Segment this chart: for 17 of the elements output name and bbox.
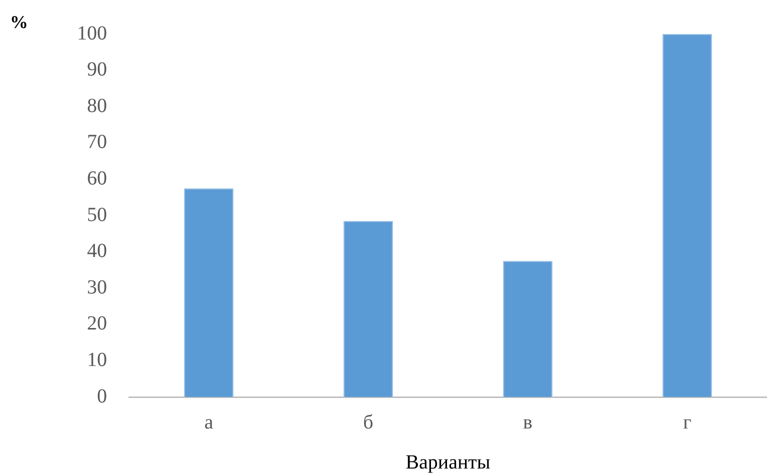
x-tick-label: б: [363, 411, 374, 434]
y-tick-label: 90: [87, 58, 107, 81]
x-tick-label: г: [683, 411, 692, 434]
x-axis-title: Варианты: [406, 451, 490, 474]
y-tick-label: 10: [87, 348, 107, 371]
y-tick-label: 80: [87, 94, 107, 117]
y-tick-label: 100: [77, 22, 107, 44]
y-tick-label: 20: [87, 312, 107, 335]
y-tick-label: 0: [97, 385, 107, 408]
x-tick-label: а: [204, 411, 214, 434]
y-tick-label: 40: [87, 240, 107, 262]
y-tick-label: 70: [87, 131, 107, 154]
x-tick-label: в: [523, 411, 532, 434]
y-tick-label: 60: [87, 167, 107, 190]
y-axis-title: %: [10, 12, 28, 33]
y-tick-label: 50: [87, 204, 107, 226]
y-tick-label: 30: [87, 276, 107, 298]
